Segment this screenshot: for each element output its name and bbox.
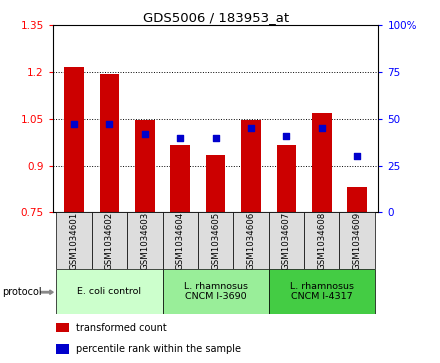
Point — [177, 135, 184, 140]
Bar — [233, 212, 269, 269]
Bar — [162, 212, 198, 269]
Title: GDS5006 / 183953_at: GDS5006 / 183953_at — [143, 11, 289, 24]
Text: GSM1034606: GSM1034606 — [246, 211, 256, 270]
Text: GSM1034604: GSM1034604 — [176, 211, 185, 270]
Point — [212, 135, 219, 140]
Bar — [241, 121, 261, 212]
Point — [354, 153, 361, 159]
Text: GSM1034603: GSM1034603 — [140, 211, 149, 270]
Bar — [56, 344, 69, 354]
Point — [141, 131, 148, 137]
Text: GSM1034609: GSM1034609 — [353, 211, 362, 270]
Text: L. rhamnosus
CNCM I-3690: L. rhamnosus CNCM I-3690 — [183, 282, 248, 301]
Bar — [312, 113, 331, 212]
Bar — [56, 269, 162, 314]
Bar — [340, 212, 375, 269]
Text: E. coli control: E. coli control — [77, 287, 141, 296]
Text: GSM1034601: GSM1034601 — [70, 211, 78, 270]
Bar — [269, 212, 304, 269]
Text: GSM1034608: GSM1034608 — [317, 211, 326, 270]
Point — [106, 122, 113, 127]
Text: GSM1034605: GSM1034605 — [211, 211, 220, 270]
Text: GSM1034602: GSM1034602 — [105, 211, 114, 270]
Bar — [269, 269, 375, 314]
Bar — [170, 145, 190, 212]
Bar — [162, 269, 269, 314]
Bar — [304, 212, 340, 269]
Bar — [198, 212, 233, 269]
Bar — [92, 212, 127, 269]
Bar — [277, 145, 296, 212]
Bar — [56, 323, 69, 333]
Text: transformed count: transformed count — [76, 323, 166, 333]
Text: protocol: protocol — [2, 287, 42, 297]
Point — [247, 125, 254, 131]
Text: percentile rank within the sample: percentile rank within the sample — [76, 344, 241, 354]
Point — [70, 122, 77, 127]
Bar — [56, 212, 92, 269]
Point — [318, 125, 325, 131]
Text: GSM1034607: GSM1034607 — [282, 211, 291, 270]
Bar — [64, 68, 84, 212]
Bar — [135, 121, 154, 212]
Bar — [348, 187, 367, 212]
Point — [283, 133, 290, 139]
Bar — [100, 74, 119, 212]
Text: L. rhamnosus
CNCM I-4317: L. rhamnosus CNCM I-4317 — [290, 282, 354, 301]
Bar — [206, 155, 225, 212]
Bar — [127, 212, 162, 269]
